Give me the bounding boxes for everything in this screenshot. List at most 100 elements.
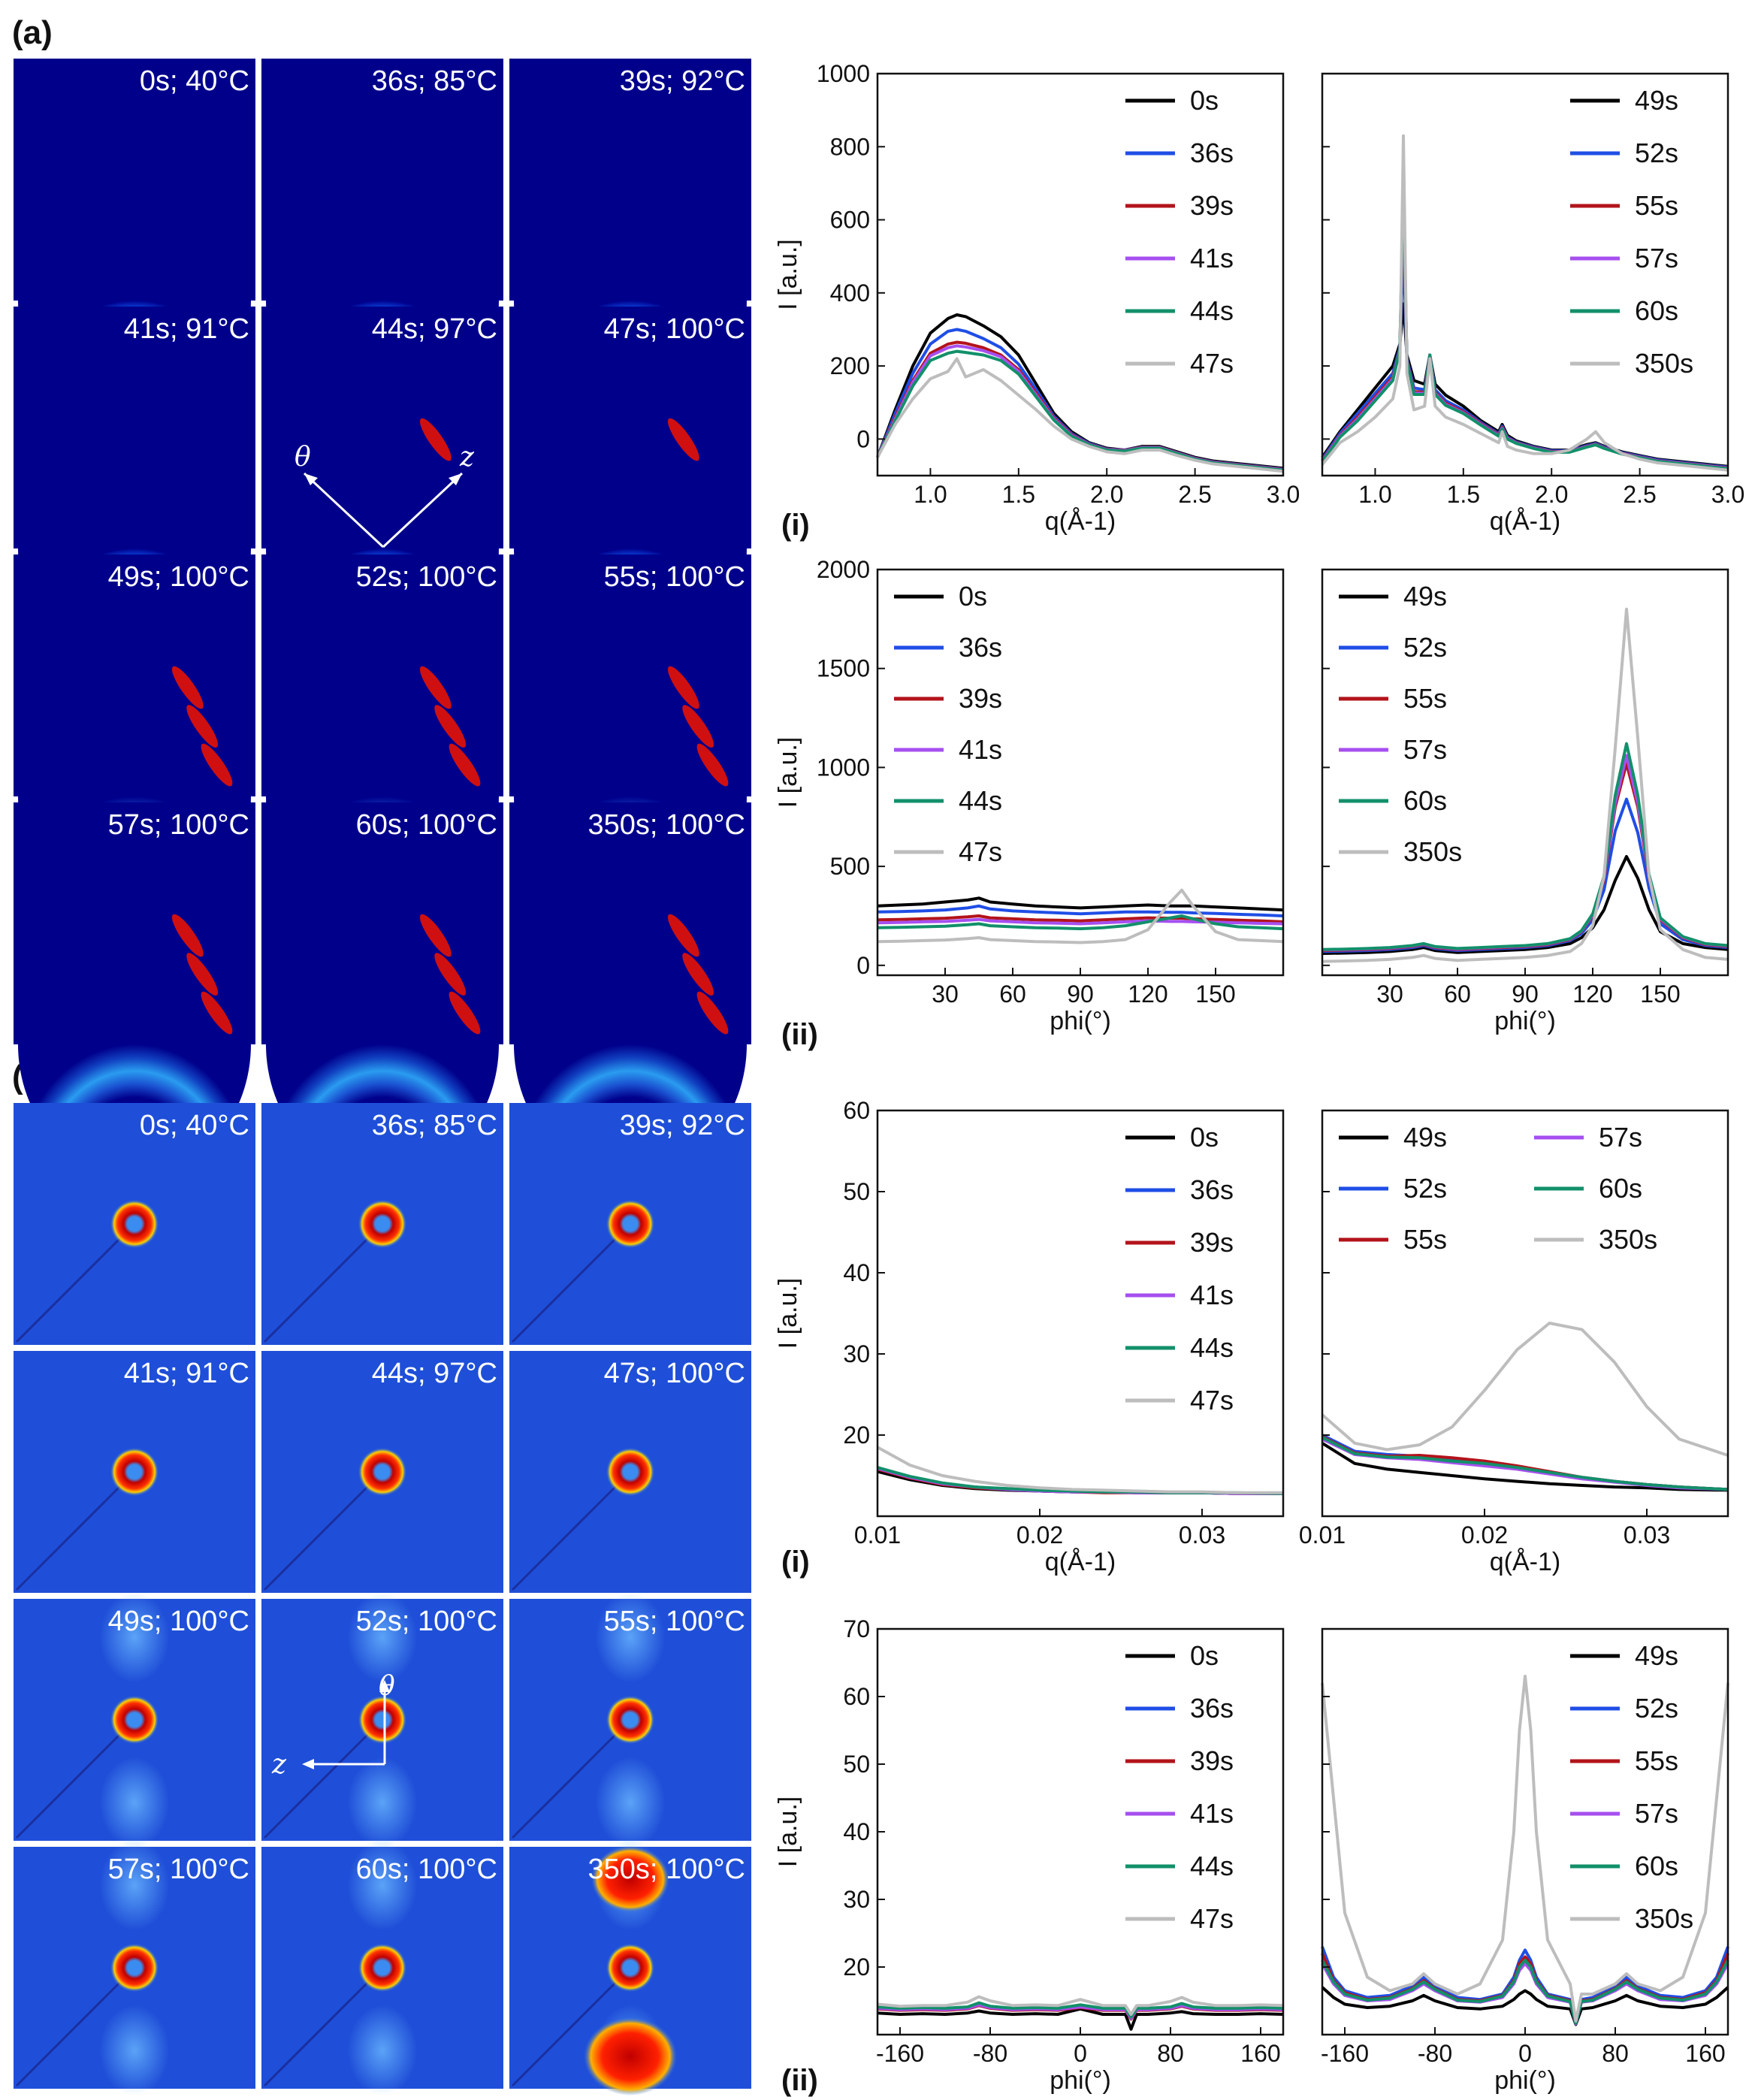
x-axis-title: phi(°) (1494, 2066, 1556, 2095)
sub-label-a-ii: (ii) (781, 1018, 818, 1051)
plot-frame (1321, 568, 1729, 977)
beamstop-arm (15, 1966, 136, 2087)
x-tick-label: 160 (1240, 2040, 1280, 2067)
saxs-center (606, 1944, 654, 1992)
legend-label: 41s (959, 734, 1002, 765)
saxs-axis-arrows: θ z (271, 1671, 395, 1780)
y-tick-label: 1500 (817, 655, 870, 682)
legend-label: 0s (1190, 1640, 1219, 1671)
x-axis-title: q(Å-1) (1490, 507, 1560, 536)
y-tick-label: 400 (830, 279, 870, 307)
legend-label: 52s (1403, 1173, 1447, 1204)
bragg-reflection (171, 914, 204, 957)
waxs-tile-label: 44s; 97°C (372, 313, 497, 345)
bragg-reflection (186, 705, 219, 748)
saxs-tile: 49s; 100°C (14, 1592, 255, 1848)
saxs-tile: 44s; 97°C (261, 1351, 503, 1593)
legend-label: 39s (1190, 190, 1234, 221)
y-tick-label: 200 (830, 352, 870, 379)
y-tick-label: 600 (830, 207, 870, 234)
x-tick-label: 60 (1444, 981, 1471, 1008)
y-tick-label: 60 (843, 1683, 870, 1710)
chart-b_i_left: 0.01 0.02 0.03 20 30 40 50 60 q(Å-1) I [a.u.] 0s 36… (774, 1097, 1285, 1576)
saxs-lobe (591, 1846, 669, 1912)
y-tick-label: 20 (843, 1953, 870, 1981)
x-axis-title: phi(°) (1494, 1007, 1556, 1035)
x-tick-label: 150 (1640, 981, 1680, 1008)
plot-frame (876, 1627, 1285, 2036)
waxs-tile-label: 60s; 100°C (356, 809, 497, 841)
legend-label: 49s (1635, 85, 1678, 116)
x-tick-label: 30 (932, 981, 959, 1008)
waxs-tile-label: 41s; 91°C (124, 313, 249, 345)
legend-label: 350s (1635, 348, 1693, 379)
legend-label: 57s (1403, 734, 1447, 765)
legend-label: 52s (1403, 632, 1447, 663)
legend-label: 41s (1190, 1280, 1234, 1310)
y-tick-label: 0 (856, 425, 870, 452)
x-tick-label: 80 (1602, 2040, 1629, 2067)
saxs-streak (348, 2005, 417, 2095)
saxs-tile-label: 44s; 97°C (372, 1358, 497, 1389)
legend-label: 44s (1190, 1851, 1234, 1881)
x-axis-title: q(Å-1) (1045, 1548, 1116, 1576)
saxs-center (358, 1200, 406, 1248)
chart-b_ii_right: -160 -80 0 80 160 phi(°) 49s 52s 55s 57s 60s 350s (1321, 1627, 1729, 2095)
plot-frame (876, 1109, 1285, 1518)
x-tick-label: 0.03 (1179, 1521, 1225, 1549)
saxs-center (110, 1696, 159, 1744)
x-tick-label: 120 (1128, 981, 1167, 1008)
saxs-center (358, 1448, 406, 1496)
x-tick-label: 0.01 (1299, 1521, 1346, 1549)
x-tick-label: 0.03 (1624, 1521, 1670, 1549)
beamstop-arm (511, 1966, 632, 2087)
bragg-reflection (434, 705, 467, 748)
bragg-reflection (696, 743, 729, 787)
y-axis-title: I [a.u.] (774, 737, 802, 808)
saxs-streak (100, 1840, 169, 1930)
saxs-tile-label: 60s; 100°C (356, 1854, 497, 1885)
x-tick-label: 30 (1376, 981, 1403, 1008)
saxs-tile-label: 41s; 91°C (124, 1358, 249, 1389)
series-line-47s (876, 357, 1284, 473)
series-line-52s (1322, 797, 1729, 953)
saxs-tile: 350s; 100°C (509, 1840, 751, 2095)
beamstop-arm (263, 1470, 384, 1591)
saxs-streak (348, 1757, 417, 1848)
series-line-57s (1321, 192, 1729, 470)
series-line-44s (876, 349, 1284, 472)
beamstop-arm (263, 1718, 384, 1839)
legend-label: 350s (1635, 1903, 1693, 1934)
saxs-center (110, 1200, 159, 1248)
beamstop-arm (511, 1718, 632, 1839)
x-tick-label: 2.5 (1623, 481, 1656, 508)
series-line-0s (877, 2007, 1284, 2031)
waxs-tile-label: 49s; 100°C (108, 561, 249, 593)
y-tick-label: 60 (843, 1097, 870, 1124)
series-line-52s (1321, 1946, 1729, 2023)
plot-frame (876, 72, 1285, 477)
legend-label: 44s (1190, 1332, 1234, 1363)
series-line-60s (1322, 1436, 1729, 1491)
x-tick-label: 0 (1518, 2040, 1532, 2067)
y-tick-label: 40 (843, 1259, 870, 1286)
saxs-tile-label: 49s; 100°C (108, 1606, 249, 1637)
x-tick-label: 2.0 (1535, 481, 1568, 508)
legend-label: 39s (1190, 1227, 1234, 1258)
legend-label: 60s (1403, 785, 1447, 816)
legend-label: 47s (1190, 348, 1234, 379)
waxs-tile-label: 39s; 92°C (620, 65, 745, 97)
x-tick-label: 1.0 (1358, 481, 1391, 508)
bragg-reflection (449, 743, 481, 787)
x-tick-label: 3.0 (1711, 481, 1744, 508)
legend: 0s 36s 39s 41s 44s 47s (1125, 1122, 1234, 1416)
beamstop-arm (15, 1222, 136, 1343)
panel-a-label: (a) (12, 14, 53, 51)
saxs-center (110, 1944, 159, 1992)
series-line-47s (877, 888, 1284, 944)
legend-label: 44s (959, 785, 1002, 816)
legend-label: 60s (1635, 1851, 1678, 1881)
bragg-reflection (419, 418, 452, 461)
y-tick-label: 70 (843, 1615, 870, 1642)
series-line-36s (877, 904, 1284, 917)
